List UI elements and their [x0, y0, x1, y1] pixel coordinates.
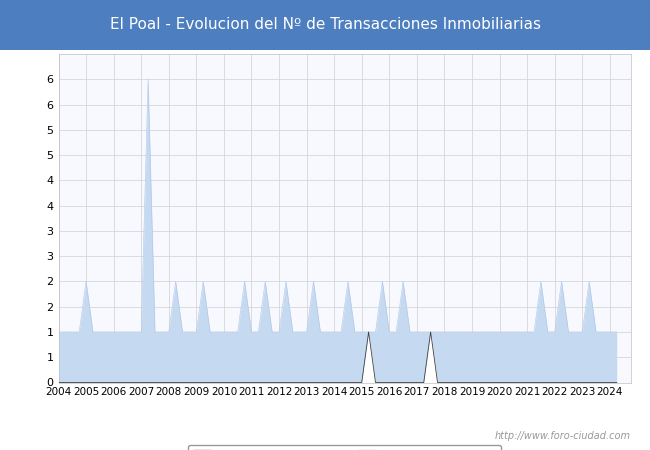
- Text: http://www.foro-ciudad.com: http://www.foro-ciudad.com: [495, 431, 630, 441]
- Text: El Poal - Evolucion del Nº de Transacciones Inmobiliarias: El Poal - Evolucion del Nº de Transaccio…: [109, 17, 541, 32]
- Legend: Viviendas Nuevas, Viviendas Usadas: Viviendas Nuevas, Viviendas Usadas: [188, 445, 501, 450]
